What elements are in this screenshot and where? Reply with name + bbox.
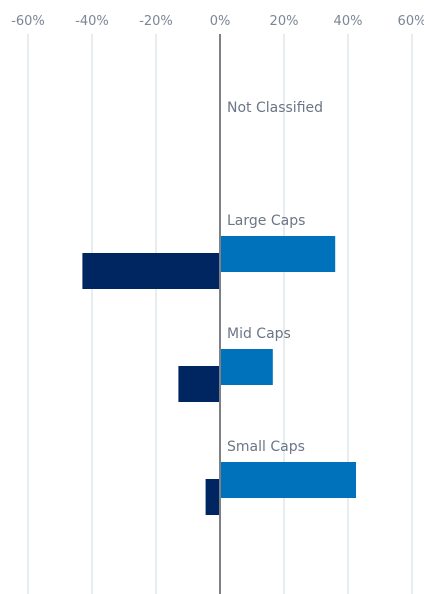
bar-series1 xyxy=(220,462,356,498)
bar-series2 xyxy=(178,366,220,402)
category-label: Small Caps xyxy=(227,439,305,455)
x-tick-label: 0% xyxy=(210,14,231,29)
x-tick-label: 40% xyxy=(334,14,363,29)
x-axis-tick-labels: -60% -40% -20% 0% 20% 40% 60% xyxy=(11,14,424,29)
bar-series2 xyxy=(82,253,221,289)
category-label: Large Caps xyxy=(227,213,305,229)
bar-series1 xyxy=(220,236,336,272)
category-label: Mid Caps xyxy=(227,326,291,342)
x-tick-label: -60% xyxy=(11,14,45,29)
grid-lines xyxy=(27,34,413,594)
x-tick-label: -20% xyxy=(139,14,173,29)
category-label: Not Classified xyxy=(227,100,323,116)
bar-series1 xyxy=(220,349,273,385)
x-tick-label: -40% xyxy=(75,14,109,29)
x-tick-label: 20% xyxy=(270,14,299,29)
x-tick-label: 60% xyxy=(398,14,424,29)
bar-series2 xyxy=(205,479,220,515)
bars xyxy=(82,236,356,515)
category-labels: Not Classified Large Caps Mid Caps Small Ca… xyxy=(227,100,323,455)
